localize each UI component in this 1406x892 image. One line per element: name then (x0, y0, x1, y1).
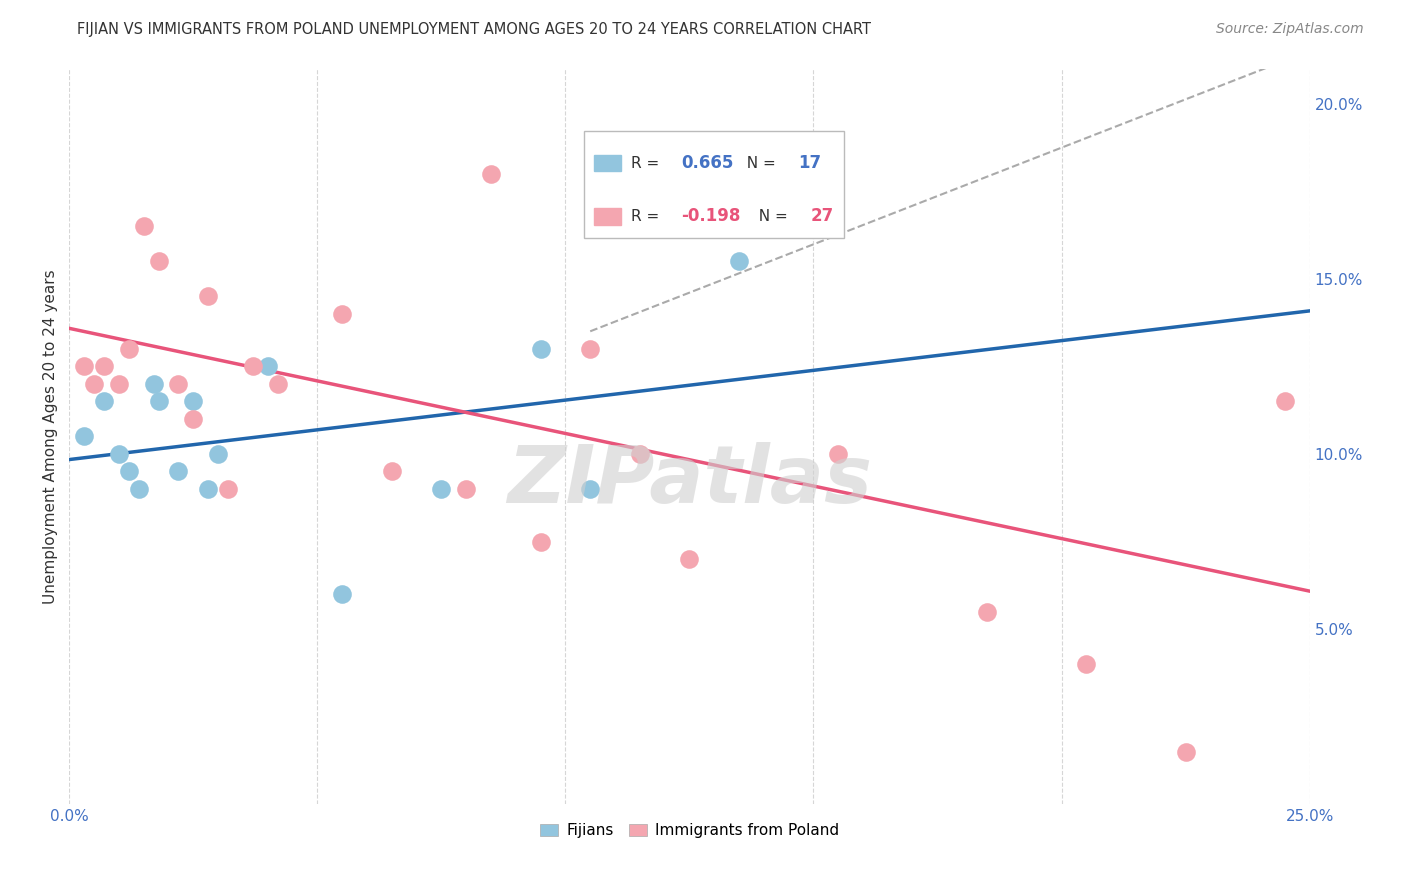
Point (181, 412, 204, 426)
Point (678, 552, 700, 566)
Point (142, 376, 165, 391)
Text: N =: N = (749, 209, 793, 224)
Text: 0.665: 0.665 (681, 154, 733, 172)
Point (827, 447, 849, 461)
Point (132, 219, 155, 234)
Point (197, 289, 219, 303)
Point (479, 167, 502, 181)
Point (167, 376, 190, 391)
Point (73, 359, 96, 374)
Legend: Fijians, Immigrants from Poland: Fijians, Immigrants from Poland (534, 817, 845, 845)
FancyBboxPatch shape (583, 131, 845, 238)
Point (1076, 657, 1098, 672)
Point (108, 376, 131, 391)
Text: Source: ZipAtlas.com: Source: ZipAtlas.com (1216, 22, 1364, 37)
Point (108, 447, 131, 461)
Point (628, 447, 651, 461)
Point (167, 465, 190, 479)
Point (976, 605, 998, 619)
Point (1274, 394, 1296, 409)
Point (381, 465, 404, 479)
Point (148, 394, 170, 409)
Text: -0.198: -0.198 (681, 208, 740, 226)
Text: ZIPatlas: ZIPatlas (508, 442, 872, 519)
Text: 27: 27 (811, 208, 834, 226)
FancyBboxPatch shape (593, 155, 621, 171)
Point (703, 184, 725, 198)
Text: FIJIAN VS IMMIGRANTS FROM POLAND UNEMPLOYMENT AMONG AGES 20 TO 24 YEARS CORRELAT: FIJIAN VS IMMIGRANTS FROM POLAND UNEMPLO… (77, 22, 872, 37)
Point (128, 482, 150, 496)
Point (529, 534, 551, 549)
Point (93, 359, 115, 374)
Point (207, 447, 229, 461)
Point (330, 587, 353, 601)
Point (579, 482, 602, 496)
Point (73, 429, 96, 443)
Text: 17: 17 (799, 154, 821, 172)
Point (197, 482, 219, 496)
Point (330, 307, 353, 321)
Point (430, 482, 453, 496)
Point (118, 342, 141, 356)
Point (728, 254, 751, 268)
Point (242, 359, 264, 374)
Text: N =: N = (737, 155, 780, 170)
Point (148, 254, 170, 268)
FancyBboxPatch shape (593, 209, 621, 225)
Point (217, 482, 239, 496)
Point (266, 376, 288, 391)
Point (93, 394, 115, 409)
Point (118, 465, 141, 479)
Text: R =: R = (631, 155, 664, 170)
Point (529, 342, 551, 356)
Point (256, 359, 278, 374)
Point (83, 376, 105, 391)
Point (579, 342, 602, 356)
Point (456, 482, 478, 496)
Point (1174, 745, 1197, 759)
Point (181, 394, 204, 409)
Y-axis label: Unemployment Among Ages 20 to 24 years: Unemployment Among Ages 20 to 24 years (44, 269, 58, 604)
Text: R =: R = (631, 209, 664, 224)
